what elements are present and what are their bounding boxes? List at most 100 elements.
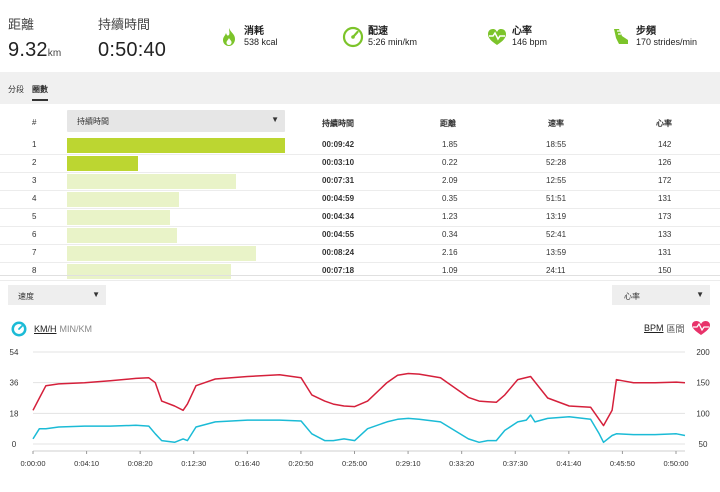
lap-duration-bar: [67, 174, 236, 189]
lap-row[interactable]: 1 00:09:42 1.85 18:55 142: [0, 137, 720, 155]
summary-header: 距離 9.32km 持續時間 0:50:40 消耗 538 kcal 配速 5:…: [0, 0, 720, 72]
lap-row[interactable]: 4 00:04:59 0.35 51:51 131: [0, 191, 720, 209]
lap-index: 5: [32, 212, 37, 221]
lap-row[interactable]: 3 00:07:31 2.09 12:55 172: [0, 173, 720, 191]
chevron-down-icon: ▼: [271, 115, 279, 124]
right-axis-tick: 100: [696, 409, 710, 418]
right-metric-select[interactable]: 心率 ▼: [612, 285, 710, 305]
divider: [0, 275, 720, 276]
laps-header-row: # 持續時間 ▼ 持續時間 距離 速率 心率: [0, 110, 720, 136]
lap-duration-bar: [67, 264, 232, 279]
left-axis-tick: 54: [10, 348, 19, 357]
distance-unit: km: [47, 48, 62, 59]
lap-hr: 131: [658, 194, 672, 203]
lap-row[interactable]: 2 00:03:10 0.22 52:28 126: [0, 155, 720, 173]
right-alt-unit[interactable]: 區間: [666, 323, 685, 334]
right-unit-link[interactable]: BPM: [644, 323, 664, 333]
x-axis-tick: 0:12:30: [181, 459, 206, 468]
lap-distance: 0.34: [442, 230, 458, 239]
x-axis-tick: 0:45:50: [610, 459, 635, 468]
col-duration: 持續時間: [322, 119, 354, 128]
x-axis-tick: 0:25:00: [342, 459, 367, 468]
lap-index: 1: [32, 140, 37, 149]
right-legend: BPM 區間: [644, 320, 711, 336]
lap-index: 7: [32, 248, 37, 257]
duration-stat: 持續時間 0:50:40: [98, 14, 166, 62]
x-axis-tick: 0:41:40: [556, 459, 581, 468]
lap-duration: 00:04:55: [322, 230, 355, 239]
pace-label: 配速: [368, 26, 388, 37]
lap-duration-bar: [67, 246, 256, 261]
lap-speed: 13:59: [546, 248, 567, 257]
lap-metric-dropdown[interactable]: 持續時間 ▼: [67, 110, 285, 132]
lap-duration-bar: [67, 192, 179, 207]
lap-distance: 2.09: [442, 176, 458, 185]
lap-duration: 00:07:31: [322, 176, 355, 185]
lap-row[interactable]: 5 00:04:34 1.23 13:19 173: [0, 209, 720, 227]
lap-speed: 52:41: [546, 230, 567, 239]
lap-hr: 131: [658, 248, 672, 257]
left-metric-select[interactable]: 速度 ▼: [8, 285, 106, 305]
lap-row[interactable]: 7 00:08:24 2.16 13:59 131: [0, 245, 720, 263]
lap-row[interactable]: 8 00:07:18 1.09 24:11 150: [0, 263, 720, 281]
left-axis-tick: 0: [12, 440, 17, 449]
left-axis-tick: 18: [10, 409, 19, 418]
lap-hr: 173: [658, 212, 672, 221]
tab-segments[interactable]: 分段: [8, 85, 24, 94]
lap-row[interactable]: 6 00:04:55 0.34 52:41 133: [0, 227, 720, 245]
lap-index: 4: [32, 194, 37, 203]
lap-duration-bar: [67, 138, 285, 153]
lap-index: 2: [32, 158, 37, 167]
distance-value: 9.32: [8, 39, 48, 61]
x-axis-tick: 0:08:20: [128, 459, 153, 468]
chevron-down-icon: ▼: [696, 290, 704, 299]
heart-rate-icon: [488, 29, 506, 45]
x-axis-tick: 0:37:30: [503, 459, 528, 468]
col-hr: 心率: [656, 119, 672, 128]
distance-stat: 距離 9.32km: [8, 14, 61, 62]
x-axis-tick: 0:50:00: [663, 459, 688, 468]
col-speed: 速率: [548, 119, 564, 128]
lap-index: 6: [32, 230, 37, 239]
tab-laps[interactable]: 圈數: [32, 84, 48, 101]
left-axis-tick: 36: [10, 379, 19, 388]
left-metric-value: 速度: [18, 292, 34, 301]
left-legend: KM/H MIN/KM: [10, 320, 92, 338]
lap-distance: 1.85: [442, 140, 458, 149]
tab-bar: 分段 圈數: [0, 72, 720, 104]
right-axis-tick: 150: [696, 379, 710, 388]
lap-hr: 142: [658, 140, 672, 149]
pace-metric: 配速 5:26 min/km: [342, 26, 417, 48]
lap-speed: 51:51: [546, 194, 567, 203]
right-metric-value: 心率: [624, 292, 640, 301]
distance-label: 距離: [8, 17, 35, 32]
lap-speed: 12:55: [546, 176, 567, 185]
lap-hr: 126: [658, 158, 672, 167]
lap-distance: 1.23: [442, 212, 458, 221]
lap-duration: 00:04:59: [322, 194, 355, 203]
right-axis-tick: 200: [696, 348, 710, 357]
lap-hr: 172: [658, 176, 672, 185]
lap-duration-bar: [67, 228, 178, 243]
cadence-metric: 步頻 170 strides/min: [610, 26, 697, 48]
x-axis-tick: 0:29:10: [396, 459, 421, 468]
left-alt-unit[interactable]: MIN/KM: [59, 324, 93, 334]
heart-icon: [691, 321, 710, 335]
speedometer-icon: [342, 26, 364, 48]
col-index: #: [32, 118, 37, 127]
shoe-icon: [614, 29, 628, 44]
cadence-label: 步頻: [636, 26, 656, 37]
lap-duration: 00:03:10: [322, 158, 355, 167]
x-axis-tick: 0:20:50: [288, 459, 313, 468]
lap-duration: 00:08:24: [322, 248, 355, 257]
left-unit-link[interactable]: KM/H: [34, 324, 57, 334]
calories-value: 538 kcal: [244, 37, 278, 47]
right-axis-tick: 50: [699, 440, 708, 449]
x-axis-tick: 0:04:10: [74, 459, 99, 468]
lap-distance: 0.22: [442, 158, 458, 167]
x-axis-tick: 0:00:00: [20, 459, 45, 468]
cadence-value: 170 strides/min: [636, 37, 698, 47]
lap-index: 8: [32, 266, 37, 275]
heart-rate-metric: 心率 146 bpm: [486, 26, 547, 48]
flame-icon: [223, 28, 235, 46]
